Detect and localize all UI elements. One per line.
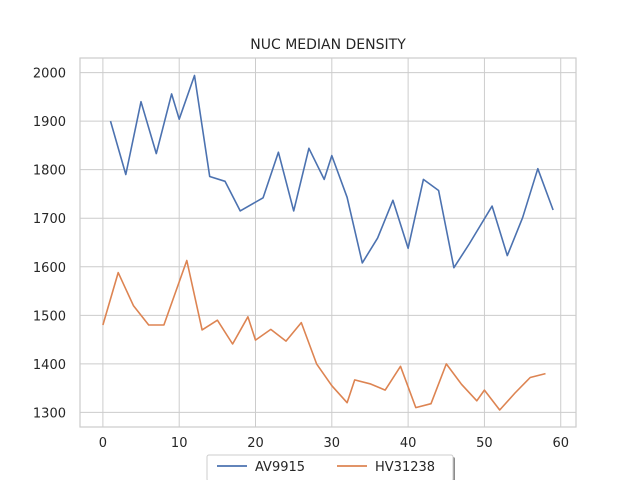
legend: AV9915 HV31238 <box>206 454 455 480</box>
y-tick-label: 2000 <box>33 67 66 82</box>
legend-label-1: HV31238 <box>375 460 435 475</box>
series-lines <box>102 74 554 411</box>
legend-box <box>206 454 454 480</box>
x-tick-label: 0 <box>99 436 107 451</box>
y-tick-label: 1900 <box>33 115 66 130</box>
y-tick-label: 1800 <box>33 164 66 179</box>
grid <box>80 58 576 427</box>
y-tick-label: 1300 <box>33 406 66 421</box>
x-tick-label: 20 <box>247 436 264 451</box>
legend-label-0: AV9915 <box>255 460 305 475</box>
x-tick-label: 50 <box>476 436 493 451</box>
y-tick-label: 1700 <box>33 212 66 227</box>
x-tick-label: 10 <box>171 436 188 451</box>
plot-frame <box>79 57 577 428</box>
axis-ticks: 0 10 20 30 40 50 60 1300 1400 1500 1600 1700 1800 190… <box>33 67 569 451</box>
x-tick-label: 40 <box>400 436 417 451</box>
x-tick-label: 60 <box>552 436 569 451</box>
y-tick-label: 1400 <box>33 358 66 373</box>
x-tick-label: 30 <box>324 436 341 451</box>
y-tick-label: 1500 <box>33 309 66 324</box>
y-tick-label: 1600 <box>33 261 66 276</box>
series-line-1 <box>102 259 546 411</box>
chart-title: NUC MEDIAN DENSITY <box>250 37 406 53</box>
series-line-0 <box>109 74 554 269</box>
